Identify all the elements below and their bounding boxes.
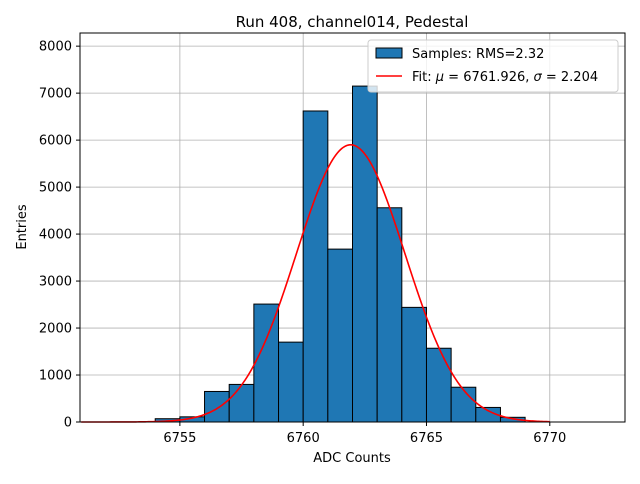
legend-histogram-label: Samples: RMS=2.32 <box>412 47 544 62</box>
legend-fit-sigma-symbol: σ <box>534 70 543 85</box>
histogram-bar <box>450 386 477 423</box>
legend-histogram-swatch <box>375 47 403 59</box>
x-tick-label: 6760 <box>287 431 320 446</box>
histogram-bar <box>204 390 230 423</box>
x-tick-label: 6765 <box>410 431 443 446</box>
histogram-bar <box>401 306 427 423</box>
y-axis-label: Entries <box>15 204 30 250</box>
y-axis-ticks: 0 1000 2000 3000 4000 5000 6000 7000 8000 <box>39 40 80 431</box>
y-tick-label: 4000 <box>39 228 72 243</box>
y-tick-label: 7000 <box>39 87 72 102</box>
y-tick-label: 3000 <box>39 275 72 290</box>
fit-curve <box>81 144 550 423</box>
histogram-bar <box>425 347 452 423</box>
fit-curve-layer <box>81 144 550 423</box>
histogram-bars <box>154 85 526 423</box>
histogram-bar <box>228 383 255 423</box>
x-axis-label: ADC Counts <box>313 451 391 466</box>
legend-fit-mu-symbol: μ <box>435 70 444 85</box>
y-tick-label: 6000 <box>39 134 72 149</box>
legend-fit-prefix: Fit: <box>412 70 436 85</box>
legend-fit-sigma-value: = 2.204 <box>542 70 598 85</box>
y-tick-label: 2000 <box>39 322 72 337</box>
x-tick-label: 6755 <box>163 431 196 446</box>
legend-fit-mu-value: = 6761.926, <box>444 70 533 85</box>
histogram-bar <box>327 248 353 423</box>
histogram-bar <box>253 303 280 423</box>
x-axis-ticks: 6755 6760 6765 6770 <box>163 422 566 446</box>
histogram-bar <box>352 85 378 423</box>
y-tick-label: 5000 <box>39 181 72 196</box>
legend: Samples: RMS=2.32 Fit: μ = 6761.926, σ =… <box>367 39 619 93</box>
legend-frame <box>367 39 619 93</box>
x-tick-label: 6770 <box>533 431 566 446</box>
histogram-bar <box>302 110 329 423</box>
plot-area-frame <box>79 32 626 423</box>
y-tick-label: 1000 <box>39 369 72 384</box>
histogram-bar <box>278 341 304 423</box>
histogram-bar <box>376 207 403 423</box>
y-tick-label: 0 <box>64 416 72 431</box>
legend-fit-label: Fit: μ = 6761.926, σ = 2.204 <box>412 70 598 85</box>
y-tick-label: 8000 <box>39 40 72 55</box>
chart-title: Run 408, channel014, Pedestal <box>236 13 469 31</box>
